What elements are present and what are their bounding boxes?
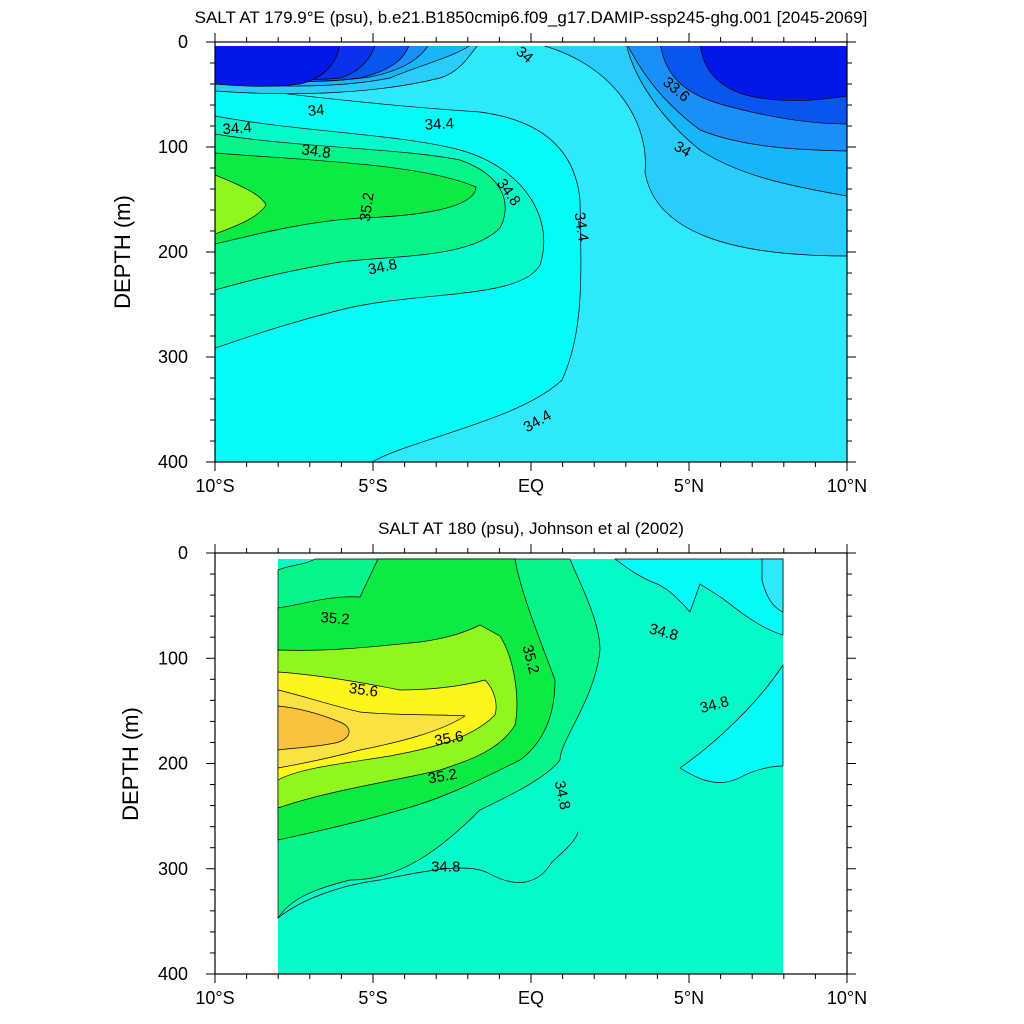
fill-34-6-east	[679, 663, 784, 783]
contour-label: 34.4	[424, 115, 454, 134]
x-tick-label: 10°S	[195, 988, 234, 1008]
y-tick-label: 200	[158, 242, 188, 262]
panel2-ylabel: DEPTH (m)	[118, 707, 143, 821]
panel-observations: SALT AT 180 (psu), Johnson et al (2002) …	[118, 519, 867, 1008]
contour-label-text: 34.8	[647, 620, 680, 644]
contour-label-text: 35.2	[320, 609, 351, 628]
contour-34-8-deep	[277, 831, 579, 919]
contour-label: 35.2	[357, 191, 378, 222]
fill-36-0	[277, 705, 350, 751]
contour-label: 35.2	[427, 766, 459, 788]
panel2-axes: 10°S 5°S EQ 5°N 10°N 0 100 200 300 400	[158, 543, 867, 1008]
contour-label: 34.8	[300, 141, 331, 162]
contour-label: 34.8	[551, 779, 574, 811]
fill-low-core-north	[699, 42, 847, 101]
contour-label: 35.6	[433, 728, 465, 750]
y-tick-label: 300	[158, 859, 188, 879]
contour-label-text: 34.4	[571, 211, 592, 242]
contour-label-text: 34.8	[367, 256, 399, 279]
fill-34-4	[761, 558, 784, 613]
contour-label: 35.6	[348, 680, 379, 701]
contour-label-text: 34	[307, 102, 325, 120]
contour-label-text: 34	[671, 138, 694, 161]
contour-label-text: 35.6	[348, 680, 379, 701]
contour-label: 34.8	[367, 256, 399, 279]
panel2-title: SALT AT 180 (psu), Johnson et al (2002)	[378, 519, 684, 538]
contour-label-text: 34.4	[222, 119, 252, 138]
contour-label-text: 35.2	[519, 643, 543, 676]
y-tick-label: 300	[158, 347, 188, 367]
x-tick-label: EQ	[518, 476, 544, 496]
y-tick-label: 0	[178, 543, 188, 563]
contour-label-text: 35.2	[357, 191, 378, 222]
x-tick-label: 5°N	[674, 988, 704, 1008]
contour-label: 34	[307, 102, 325, 120]
x-tick-label: 10°S	[195, 476, 234, 496]
y-tick-label: 100	[158, 137, 188, 157]
x-tick-label: 5°S	[358, 476, 387, 496]
contour-label-text: 34.8	[300, 141, 331, 162]
contour-label-text: 35.2	[427, 766, 459, 788]
contour-label: 34.8	[431, 859, 460, 876]
panel-model: SALT AT 179.9°E (psu), b.e21.B1850cmip6.…	[110, 8, 867, 496]
panel1-ylabel: DEPTH (m)	[110, 195, 135, 309]
contour-label-text: 34.8	[698, 693, 731, 717]
contour-label-text: 34.4	[424, 115, 454, 134]
y-tick-label: 0	[178, 32, 188, 52]
top-blank-strip	[215, 42, 847, 46]
contour-label-text: 34.8	[551, 779, 574, 811]
fill-low-core	[215, 42, 341, 87]
fill-34-6	[613, 558, 784, 636]
contour-label: 35.2	[320, 609, 351, 628]
y-tick-label: 100	[158, 648, 188, 668]
x-tick-label: 10°N	[827, 476, 867, 496]
fill-35-8	[277, 689, 467, 769]
contour-label: 34.4	[222, 119, 252, 138]
contour-label: 34	[671, 138, 694, 161]
x-tick-label: EQ	[518, 988, 544, 1008]
x-tick-label: 5°S	[358, 988, 387, 1008]
contour-label: 34.8	[698, 693, 731, 717]
y-tick-label: 200	[158, 754, 188, 774]
panel2-contour-field	[277, 558, 784, 974]
y-tick-label: 400	[158, 452, 188, 472]
fill-35-2	[215, 152, 477, 245]
contour-label: 34.4	[571, 211, 592, 242]
y-tick-label: 400	[158, 964, 188, 984]
x-tick-label: 5°N	[674, 476, 704, 496]
panel1-contour-field	[215, 42, 847, 462]
fill-35-4	[215, 174, 267, 235]
panel2-contour-labels: 35.2 35.2 34.8 35.6 34.8 35.6 35.2 34.8 34.8	[320, 609, 731, 876]
contour-label-text: 35.6	[433, 728, 465, 750]
contour-label: 35.2	[519, 643, 543, 676]
panel1-axes: 10°S 5°S EQ 5°N 10°N 0 100 200 300 400	[158, 32, 867, 496]
contour-label-text: 34.8	[431, 859, 460, 876]
contour-label: 34.8	[647, 620, 680, 644]
x-tick-label: 10°N	[827, 988, 867, 1008]
panel1-title: SALT AT 179.9°E (psu), b.e21.B1850cmip6.…	[195, 8, 868, 27]
